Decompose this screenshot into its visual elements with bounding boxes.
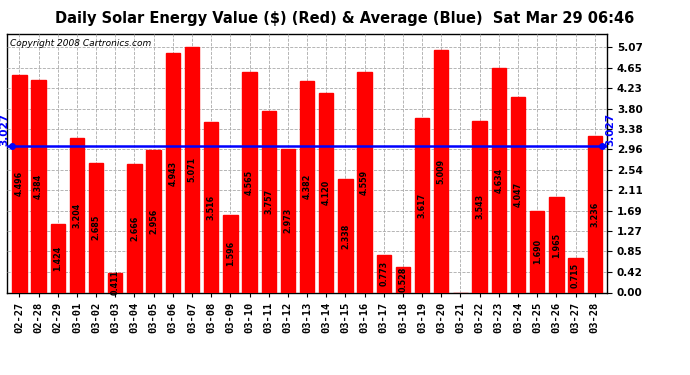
- Bar: [185, 47, 199, 292]
- Text: 3.027: 3.027: [0, 113, 9, 146]
- Bar: [50, 224, 65, 292]
- Text: 2.956: 2.956: [149, 209, 158, 234]
- Text: 3.543: 3.543: [475, 194, 484, 219]
- Text: 3.516: 3.516: [207, 195, 216, 220]
- Bar: [338, 179, 353, 292]
- Text: 4.047: 4.047: [513, 182, 522, 207]
- Text: 1.965: 1.965: [552, 232, 561, 258]
- Bar: [204, 123, 218, 292]
- Text: 1.690: 1.690: [533, 239, 542, 264]
- Text: 4.120: 4.120: [322, 180, 331, 206]
- Bar: [89, 163, 104, 292]
- Bar: [492, 68, 506, 292]
- Text: 4.496: 4.496: [15, 171, 24, 196]
- Text: Copyright 2008 Cartronics.com: Copyright 2008 Cartronics.com: [10, 39, 151, 48]
- Text: 0.773: 0.773: [380, 261, 388, 286]
- Bar: [127, 164, 141, 292]
- Text: 2.338: 2.338: [341, 223, 350, 249]
- Text: 3.617: 3.617: [417, 192, 426, 217]
- Bar: [300, 81, 314, 292]
- Bar: [223, 215, 237, 292]
- Text: 2.666: 2.666: [130, 215, 139, 241]
- Bar: [262, 111, 276, 292]
- Text: 3.236: 3.236: [590, 202, 599, 227]
- Bar: [396, 267, 410, 292]
- Bar: [108, 273, 122, 292]
- Text: 4.943: 4.943: [168, 160, 177, 186]
- Bar: [357, 72, 372, 292]
- Bar: [70, 138, 84, 292]
- Text: 1.424: 1.424: [53, 246, 62, 271]
- Text: 4.565: 4.565: [245, 170, 254, 195]
- Bar: [242, 72, 257, 292]
- Bar: [31, 81, 46, 292]
- Text: 2.685: 2.685: [92, 215, 101, 240]
- Text: 1.596: 1.596: [226, 242, 235, 267]
- Bar: [12, 75, 26, 292]
- Text: 2.973: 2.973: [284, 208, 293, 233]
- Text: 4.384: 4.384: [34, 174, 43, 199]
- Bar: [530, 211, 544, 292]
- Text: 4.634: 4.634: [494, 168, 503, 193]
- Text: 4.559: 4.559: [360, 170, 369, 195]
- Bar: [281, 149, 295, 292]
- Bar: [415, 118, 429, 292]
- Bar: [166, 53, 180, 292]
- Text: 0.411: 0.411: [111, 270, 120, 295]
- Text: 3.204: 3.204: [72, 202, 81, 228]
- Bar: [473, 121, 487, 292]
- Text: 3.027: 3.027: [605, 113, 615, 146]
- Text: 4.382: 4.382: [302, 174, 312, 199]
- Bar: [511, 97, 525, 292]
- Bar: [588, 136, 602, 292]
- Text: 5.071: 5.071: [188, 157, 197, 182]
- Bar: [549, 198, 564, 292]
- Bar: [146, 150, 161, 292]
- Text: Daily Solar Energy Value ($) (Red) & Average (Blue)  Sat Mar 29 06:46: Daily Solar Energy Value ($) (Red) & Ave…: [55, 11, 635, 26]
- Bar: [569, 258, 583, 292]
- Text: 0.715: 0.715: [571, 262, 580, 288]
- Text: 3.757: 3.757: [264, 189, 273, 214]
- Bar: [434, 50, 448, 292]
- Bar: [377, 255, 391, 292]
- Bar: [319, 93, 333, 292]
- Text: 0.528: 0.528: [398, 267, 407, 292]
- Text: 5.009: 5.009: [437, 159, 446, 184]
